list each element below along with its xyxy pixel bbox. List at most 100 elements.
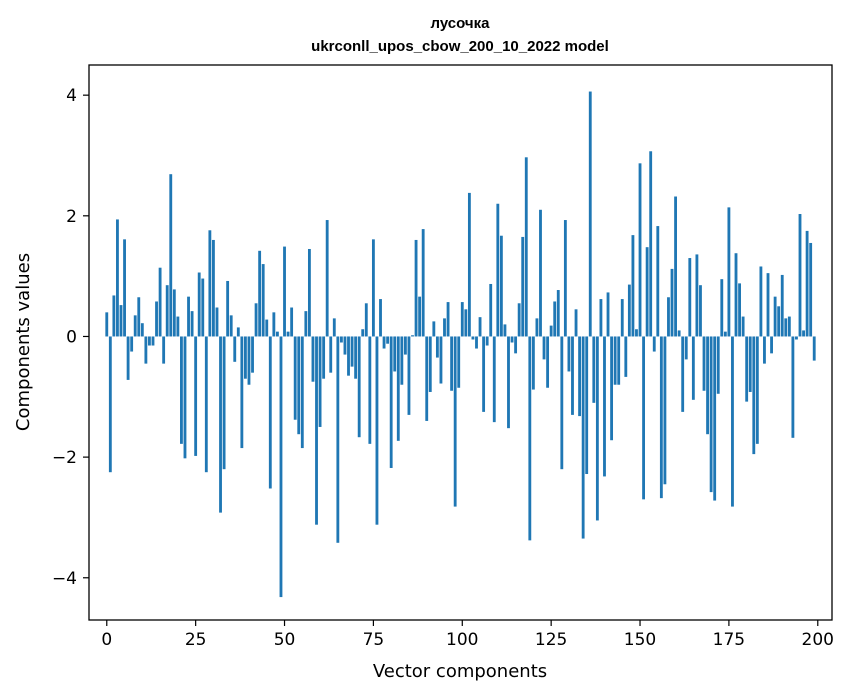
bar bbox=[155, 301, 158, 337]
bar bbox=[254, 303, 258, 337]
bar bbox=[777, 306, 781, 337]
bars-group bbox=[105, 91, 816, 598]
y-tick-label: 0 bbox=[66, 327, 77, 347]
bar bbox=[180, 336, 183, 444]
bar bbox=[304, 311, 308, 337]
bar bbox=[709, 336, 713, 493]
x-tick-label: 25 bbox=[185, 630, 207, 650]
bar bbox=[240, 336, 244, 449]
bar bbox=[339, 336, 343, 343]
bar bbox=[300, 336, 304, 449]
bar bbox=[567, 336, 571, 372]
bar bbox=[244, 336, 247, 379]
bar bbox=[631, 235, 635, 337]
bar bbox=[528, 336, 532, 541]
bar bbox=[745, 336, 749, 402]
bar bbox=[691, 336, 695, 400]
bar bbox=[688, 258, 692, 337]
bar bbox=[219, 336, 222, 513]
bar bbox=[638, 163, 642, 337]
bar bbox=[510, 336, 514, 343]
bar bbox=[613, 336, 617, 385]
bar bbox=[151, 336, 155, 346]
bar bbox=[702, 336, 706, 391]
bar bbox=[677, 330, 681, 337]
bar bbox=[627, 284, 631, 337]
bar bbox=[812, 336, 816, 361]
bar bbox=[389, 336, 393, 468]
bar bbox=[482, 336, 486, 412]
bar bbox=[517, 303, 521, 337]
bar bbox=[190, 311, 194, 337]
bar bbox=[503, 324, 507, 337]
bar bbox=[396, 336, 400, 441]
bar bbox=[659, 336, 663, 499]
bar bbox=[386, 336, 390, 344]
bar bbox=[524, 157, 528, 337]
bar bbox=[809, 242, 813, 337]
bar bbox=[798, 214, 802, 337]
bar bbox=[542, 336, 546, 360]
bar bbox=[364, 303, 368, 337]
bar bbox=[194, 336, 198, 456]
bar bbox=[656, 226, 660, 337]
bar bbox=[229, 315, 233, 337]
bar bbox=[450, 336, 454, 391]
bar bbox=[759, 266, 763, 337]
bar bbox=[699, 285, 702, 337]
bar bbox=[755, 336, 759, 444]
bar bbox=[645, 247, 649, 337]
bar bbox=[492, 336, 496, 423]
bar bbox=[251, 336, 254, 373]
y-axis-ticks: −4 −2 0 2 4 bbox=[52, 86, 89, 589]
bar bbox=[343, 336, 347, 355]
bar bbox=[425, 336, 429, 421]
bar bbox=[414, 239, 418, 337]
bar bbox=[322, 336, 326, 379]
bar bbox=[325, 220, 329, 337]
bar bbox=[784, 318, 788, 337]
x-tick-label: 100 bbox=[446, 630, 478, 650]
bar bbox=[684, 336, 688, 360]
bar bbox=[716, 336, 720, 394]
bar bbox=[674, 196, 677, 337]
bar bbox=[603, 336, 606, 477]
bar bbox=[123, 239, 126, 337]
bar bbox=[770, 336, 773, 354]
y-tick-label: −2 bbox=[52, 448, 77, 468]
bar bbox=[595, 336, 599, 521]
bar bbox=[307, 248, 311, 337]
bar bbox=[197, 272, 201, 337]
bar bbox=[318, 336, 322, 427]
bar bbox=[265, 319, 269, 337]
x-tick-label: 150 bbox=[624, 630, 656, 650]
bar bbox=[485, 336, 489, 346]
bar bbox=[695, 254, 699, 337]
bar bbox=[311, 336, 315, 382]
bar bbox=[279, 336, 283, 598]
bar bbox=[275, 331, 279, 337]
bar bbox=[521, 236, 525, 337]
x-tick-label: 175 bbox=[713, 630, 745, 650]
bar bbox=[514, 336, 518, 354]
bar bbox=[293, 336, 297, 420]
bar bbox=[496, 203, 500, 337]
bar bbox=[642, 336, 645, 500]
bar bbox=[368, 336, 372, 444]
bar bbox=[652, 336, 656, 352]
bar bbox=[329, 336, 333, 373]
bar bbox=[499, 235, 503, 337]
bar bbox=[268, 336, 272, 489]
bar bbox=[727, 207, 731, 337]
bar bbox=[763, 336, 766, 364]
bar bbox=[133, 315, 137, 337]
bar bbox=[585, 336, 589, 475]
bar bbox=[464, 309, 468, 337]
bar bbox=[738, 283, 741, 337]
bar bbox=[176, 316, 180, 337]
bar bbox=[606, 292, 610, 337]
bar bbox=[393, 336, 397, 372]
bar bbox=[649, 151, 653, 337]
bar bbox=[247, 336, 251, 385]
bar bbox=[236, 327, 240, 337]
